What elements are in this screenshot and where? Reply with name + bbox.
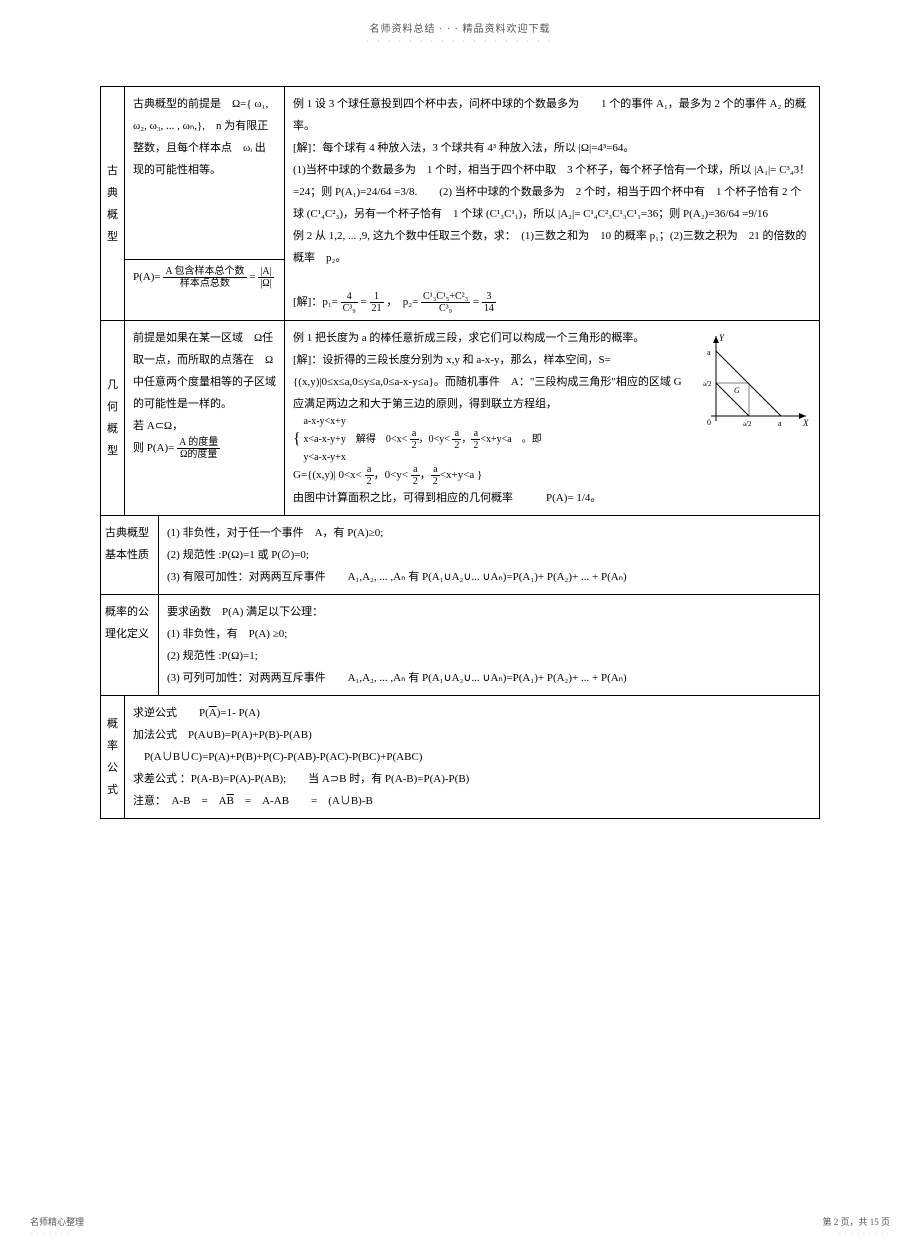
t: = xyxy=(473,296,482,308)
t: 求差公式 ：P(A-B)=P(A)-P(AB); 当 A⊃B 时，有 P(A-B… xyxy=(133,773,469,785)
t: 要求函数 P(A) 满足以下公理： xyxy=(167,606,323,618)
t: a xyxy=(411,464,420,476)
row2-left: 前提是如果在某一区域 Ω任取一点，而所取的点落在 Ω 中任意两个度量相等的子区域… xyxy=(125,321,285,516)
t: 3 xyxy=(482,291,496,303)
svg-text:0: 0 xyxy=(707,418,711,427)
formula-table: 概率公式 求逆公式 P(A)=1- P(A) 加法公式 P(A∪B)=P(A)+… xyxy=(100,695,820,819)
t: a-x-y<x+y xyxy=(303,416,345,427)
row1-right: 例 1 设 3 个球任意投到四个杯中去，问杯中球的个数最多为 1 个的事件 A₁… xyxy=(285,87,820,321)
t: (2) 规范性 :P(Ω)=1; xyxy=(167,650,258,662)
t: 由图中计算面积之比，可得到相应的几何概率 P(A)= 1/4。 xyxy=(293,492,601,504)
t: |Ω| xyxy=(258,278,273,289)
t: (2) 规范性 :P(Ω)=1 或 P(∅)=0; xyxy=(167,549,309,561)
t: 1 xyxy=(370,291,384,303)
footer-left: 名师精心整理 xyxy=(30,1215,84,1228)
row4-content: 要求函数 P(A) 满足以下公理： (1) 非负性，有 P(A) ≥0; (2)… xyxy=(159,595,820,696)
t: Ω的度量 xyxy=(177,449,220,460)
svg-text:Y: Y xyxy=(719,333,725,343)
t: a xyxy=(410,428,419,440)
row4-label: 概率的公理化定义 xyxy=(101,595,159,696)
t: 2 xyxy=(411,476,420,487)
row3-content: (1) 非负性，对于任一个事件 A，有 P(A)≥0; (2) 规范性 :P(Ω… xyxy=(159,516,820,595)
t: 4 xyxy=(341,291,358,303)
t: ， xyxy=(420,469,431,481)
brace-system: a-x-y<x+y x<a-x-y+y 解得 0<x< a2，0<y< a2，a… xyxy=(303,415,541,464)
row1-left-top: 古典概型的前提是 Ω={ ω₁, ω₂, ω₃, ... , ωₙ,}, n 为… xyxy=(125,87,285,260)
t: (1) 非负性，有 P(A) ≥0; xyxy=(167,628,287,640)
lower-table: 古典概型基本性质 (1) 非负性，对于任一个事件 A，有 P(A)≥0; (2)… xyxy=(100,515,820,696)
t: <x+y<a 。即 xyxy=(480,434,541,445)
row2-label: 几何概型 xyxy=(101,321,125,516)
t: [解]：设折得的三段长度分别为 x,y 和 a-x-y，那么，样本空间，S={(… xyxy=(293,354,682,410)
footer-dots-left: · · · · · · · xyxy=(30,1230,70,1238)
footer-dots-right: · · · · · · · · · xyxy=(838,1230,890,1238)
t: 加法公式 P(A∪B)=P(A)+P(B)-P(AB) xyxy=(133,729,312,741)
t: 注意： A-B = A xyxy=(133,795,227,807)
t: a xyxy=(365,464,374,476)
t: ，0<y< xyxy=(419,434,453,445)
t: = xyxy=(249,271,258,283)
t: 2 xyxy=(365,476,374,487)
t: (1) 非负性，对于任一个事件 A，有 P(A)≥0; xyxy=(167,527,383,539)
t: 样本点总数 xyxy=(163,278,246,289)
svg-text:G: G xyxy=(734,386,740,395)
t: 21 xyxy=(370,303,384,314)
main-content-table: 古典概型 古典概型的前提是 Ω={ ω₁, ω₂, ω₃, ... , ωₙ,}… xyxy=(100,86,820,516)
t: ， xyxy=(461,434,471,445)
t: 前提是如果在某一区域 Ω任取一点，而所取的点落在 Ω 中任意两个度量相等的子区域… xyxy=(133,332,276,410)
t: A xyxy=(209,707,217,719)
t: 求逆公式 P( xyxy=(133,707,209,719)
page-header-title: 名师资料总结 · · · 精品资料欢迎下载 xyxy=(0,0,920,35)
svg-text:a: a xyxy=(707,348,711,357)
svg-text:a/2: a/2 xyxy=(703,380,712,388)
r1-ex1: 例 1 设 3 个球任意投到四个杯中去，问杯中球的个数最多为 1 个的事件 A₁… xyxy=(293,98,806,132)
triangle-diagram: G X Y 0 a a/2 a/2 a xyxy=(701,331,811,431)
row2-right: G X Y 0 a a/2 a/2 a 例 1 把长度为 a 的棒任意折成三段，… xyxy=(285,321,820,516)
r1-sol2: [解]：p₁= 4C³₉ = 121 ， p₂= C¹₃C¹₅+C²₃C³₉ =… xyxy=(293,296,496,308)
t: C³₉ xyxy=(421,303,470,314)
t: P(A∪B∪C)=P(A)+P(B)+P(C)-P(AB)-P(AC)-P(BC… xyxy=(133,751,422,763)
t: a xyxy=(431,464,440,476)
t: A 的度量 xyxy=(177,437,220,449)
t: 若 A⊂Ω， xyxy=(133,420,183,432)
t: ， p₂= xyxy=(386,296,421,308)
svg-text:X: X xyxy=(802,418,809,428)
page-header-dots: · · · · · · · · · · · · · · · · · · xyxy=(0,37,920,46)
t: 则 P(A)= xyxy=(133,442,177,454)
row3-label: 古典概型基本性质 xyxy=(101,516,159,595)
row1-label: 古典概型 xyxy=(101,87,125,321)
t: G={(x,y)| 0<x< xyxy=(293,469,365,481)
t: 2 xyxy=(431,476,440,487)
t: (3) 有限可加性：对两两互斥事件 A₁,A₂, ... ,Aₙ 有 P(A₁∪… xyxy=(167,571,627,583)
svg-text:a: a xyxy=(778,419,782,428)
t: |A| xyxy=(258,266,273,278)
t: x<a-x-y+y 解得 0<x< xyxy=(303,434,409,445)
t: [解]：p₁= xyxy=(293,296,338,308)
r1-ex2: 例 2 从 1,2, ... ,9, 这九个数中任取三个数，求： (1)三数之和… xyxy=(293,230,807,264)
t: = A-AB = (A∪B)-B xyxy=(234,795,373,807)
t: (3) 可列可加性：对两两互斥事件 A₁,A₂, ... ,Aₙ 有 P(A₁∪… xyxy=(167,672,627,684)
svg-text:a/2: a/2 xyxy=(743,420,752,428)
row5-label: 概率公式 xyxy=(101,696,125,819)
t: ，0<y< xyxy=(374,469,411,481)
t: = xyxy=(361,296,370,308)
r1-sol: [解]：每个球有 4 种放入法，3 个球共有 4³ 种放入法，所以 |Ω|=4³… xyxy=(293,142,634,154)
r1-detail: (1)当杯中球的个数最多为 1 个时，相当于四个杯中取 3 个杯子，每个杯子恰有… xyxy=(293,164,810,220)
row5-content: 求逆公式 P(A)=1- P(A) 加法公式 P(A∪B)=P(A)+P(B)-… xyxy=(125,696,820,819)
t: P(A)= xyxy=(133,271,163,283)
t: B xyxy=(227,795,234,807)
t: 14 xyxy=(482,303,496,314)
t: C¹₃C¹₅+C²₃ xyxy=(421,291,470,303)
footer-right: 第 2 页，共 15 页 xyxy=(822,1215,890,1228)
t: y<a-x-y+x xyxy=(303,452,345,463)
row1-left-bot: P(A)= A 包含样本总个数样本点总数 = |A||Ω| xyxy=(125,259,285,321)
t: C³₉ xyxy=(341,303,358,314)
t: <x+y<a } xyxy=(440,469,483,481)
t: 例 1 把长度为 a 的棒任意折成三段，求它们可以构成一个三角形的概率。 xyxy=(293,332,644,344)
t: )=1- P(A) xyxy=(217,707,260,719)
t: 2 xyxy=(410,440,419,451)
t: A 包含样本总个数 xyxy=(163,266,246,278)
